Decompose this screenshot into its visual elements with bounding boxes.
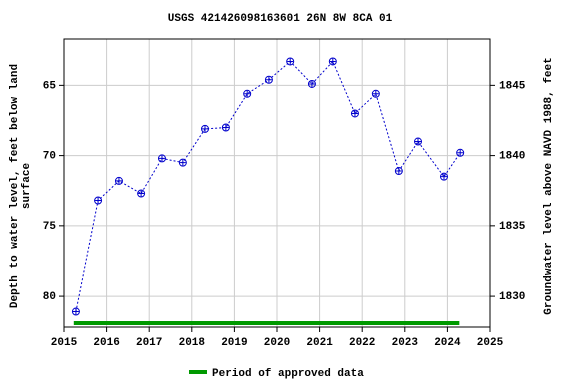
y2-tick-label: 1835 (499, 221, 526, 233)
data-point (414, 137, 423, 146)
data-point-cross (115, 177, 122, 184)
y2-axis-label: Groundwater level above NAVD 1988, feet (543, 57, 555, 314)
legend-label: Period of approved data (212, 368, 364, 380)
data-point (137, 189, 146, 198)
data-point-cross (158, 155, 165, 162)
data-point (371, 89, 380, 98)
data-point (307, 79, 316, 88)
data-line (75, 60, 461, 312)
data-point (456, 148, 465, 157)
data-point-cross (415, 138, 422, 145)
data-point-cross (395, 168, 402, 175)
x-tick-label: 2016 (93, 337, 119, 349)
data-point-cross (457, 149, 464, 156)
data-point-cross (440, 173, 447, 180)
data-point (94, 196, 103, 205)
y-tick-label: 70 (43, 151, 56, 163)
y2-tick-label: 1845 (499, 80, 526, 92)
y-axis-label: surface (21, 163, 33, 210)
x-tick-label: 2021 (306, 337, 333, 349)
data-point (71, 307, 80, 316)
data-point (178, 158, 187, 167)
data-point-cross (372, 90, 379, 97)
data-point-cross (179, 159, 186, 166)
plot-frame (63, 38, 491, 328)
data-point-cross (351, 110, 358, 117)
x-tick-label: 2018 (179, 337, 206, 349)
data-point-cross (202, 125, 209, 132)
data-point (350, 109, 359, 118)
data-point-cross (72, 308, 79, 315)
data-point (394, 167, 403, 176)
y-tick-label: 75 (43, 221, 57, 233)
x-tick-label: 2020 (264, 337, 290, 349)
data-point (243, 89, 252, 98)
y-tick-label: 65 (43, 80, 57, 92)
x-tick-label: 2025 (477, 337, 504, 349)
data-point (114, 176, 123, 185)
data-point (328, 57, 337, 66)
x-tick-label: 2017 (136, 337, 162, 349)
y-tick-label: 80 (43, 291, 56, 303)
data-point (157, 154, 166, 163)
data-point-cross (95, 197, 102, 204)
x-tick-label: 2022 (349, 337, 375, 349)
data-point (201, 124, 210, 133)
data-point-cross (222, 124, 229, 131)
x-tick-label: 2024 (434, 337, 461, 349)
data-point-cross (138, 190, 145, 197)
data-point-cross (287, 58, 294, 65)
x-tick-label: 2019 (221, 337, 247, 349)
chart-title: USGS 421426098163601 26N 8W 8CA 01 (168, 13, 393, 25)
data-point (264, 75, 273, 84)
x-tick-label: 2015 (51, 337, 78, 349)
data-point-cross (265, 76, 272, 83)
data-point (286, 57, 295, 66)
y2-tick-label: 1830 (499, 291, 525, 303)
data-point-cross (329, 58, 336, 65)
data-point (439, 172, 448, 181)
data-point-cross (244, 90, 251, 97)
data-point (221, 123, 230, 132)
x-tick-label: 2023 (392, 337, 419, 349)
data-point-cross (308, 80, 315, 87)
y-axis-label: Depth to water level, feet below land (9, 64, 21, 308)
y2-tick-label: 1840 (499, 151, 525, 163)
